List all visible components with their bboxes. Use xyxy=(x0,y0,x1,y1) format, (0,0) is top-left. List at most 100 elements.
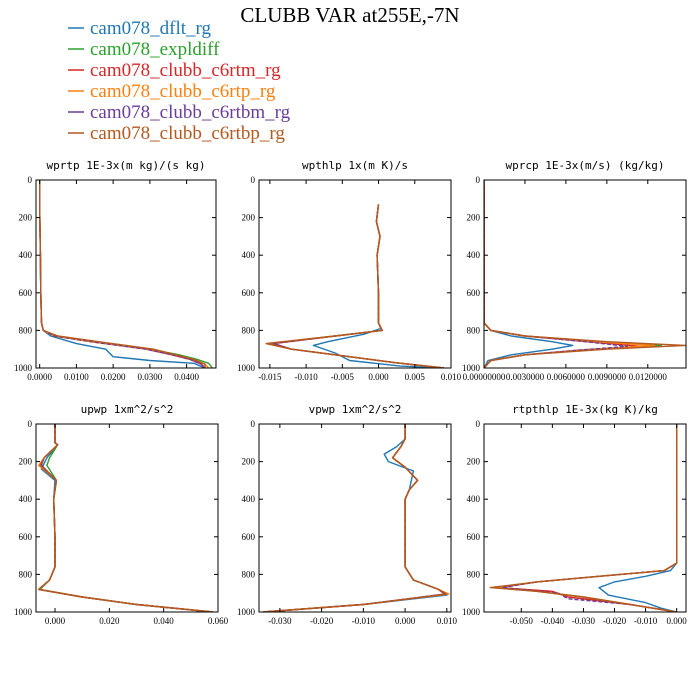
y-tick-label: 400 xyxy=(242,250,256,260)
x-tick-label: 0.0300 xyxy=(138,372,163,382)
series-line-cam078_expldiff xyxy=(263,424,448,612)
x-tick-label: -0.010 xyxy=(634,616,658,626)
x-tick-label: -0.020 xyxy=(310,616,334,626)
x-tick-label: 0.000 xyxy=(395,616,416,626)
y-tick-label: 600 xyxy=(242,288,256,298)
panel-3: wprcp 1E-3x(m/s) (kg/kg) 0 200 400 600 800 100… xyxy=(462,159,687,382)
y-tick-label: 200 xyxy=(467,213,481,223)
y-tick-label: 600 xyxy=(467,532,481,542)
panel-title: upwp 1xm^2/s^2 xyxy=(81,403,174,416)
x-tick-label: 0.0400 xyxy=(174,372,199,382)
y-tick-label: 1000 xyxy=(14,363,33,373)
series-line-cam078_clubb_c6rtbp_rg xyxy=(265,204,444,368)
x-tick-label: 0.0090000 xyxy=(588,372,627,382)
y-tick-label: 200 xyxy=(19,213,33,223)
y-tick-label: 0 xyxy=(28,419,33,429)
series-line-cam078_clubb_c6rtp_rg xyxy=(484,180,656,368)
y-tick-label: 600 xyxy=(242,532,256,542)
panels: wprtp 1E-3x(m kg)/(s kg) 0 200 400 600 800 100… xyxy=(14,159,687,626)
series-line-cam078_dflt_rg xyxy=(598,424,678,612)
series-line-cam078_expldiff xyxy=(39,424,213,612)
panel-title: wprcp 1E-3x(m/s) (kg/kg) xyxy=(506,159,665,172)
x-tick-label: 0.0120000 xyxy=(629,372,668,382)
x-tick-label: -0.005 xyxy=(331,372,355,382)
y-tick-label: 0 xyxy=(251,419,256,429)
x-tick-label: 0.00000000 xyxy=(463,372,506,382)
figure-title: CLUBB VAR at255E,-7N xyxy=(240,3,459,27)
series-line-cam078_clubb_c6rtbp_rg xyxy=(263,424,448,612)
x-tick-label: 0.020 xyxy=(99,616,120,626)
x-tick-label: 0.0000 xyxy=(27,372,52,382)
series-line-cam078_clubb_c6rtp_rg xyxy=(38,424,213,612)
x-tick-label: 0.0200 xyxy=(101,372,126,382)
x-tick-label: 0.005 xyxy=(405,372,426,382)
series-line-cam078_clubb_c6rtbm_rg xyxy=(484,180,628,368)
panel-title: rtpthlp 1E-3x(kg K)/kg xyxy=(512,403,658,416)
panel-title: vpwp 1xm^2/s^2 xyxy=(309,403,402,416)
x-tick-label: -0.050 xyxy=(510,616,534,626)
x-tick-label: -0.015 xyxy=(258,372,282,382)
y-tick-label: 0 xyxy=(476,175,481,185)
y-tick-label: 800 xyxy=(242,325,256,335)
series-line-cam078_clubb_c6rtm_rg xyxy=(38,424,213,612)
plot-frame xyxy=(258,179,452,369)
series-line-cam078_expldiff xyxy=(269,204,444,368)
plot-frame xyxy=(483,423,687,613)
y-tick-label: 800 xyxy=(467,569,481,579)
series-line-cam078_clubb_c6rtbm_rg xyxy=(501,424,678,612)
legend-entry-4: cam078_clubb_c6rtp_rg xyxy=(90,81,276,102)
legend-entry-5: cam078_clubb_c6rtbm_rg xyxy=(90,102,291,123)
series-line-cam078_clubb_c6rtbp_rg xyxy=(39,180,206,368)
x-tick-label: 0.0060000 xyxy=(547,372,586,382)
y-tick-label: 600 xyxy=(19,532,33,542)
series-line-cam078_clubb_c6rtbm_rg xyxy=(272,204,444,368)
plot-frame xyxy=(35,179,217,369)
y-tick-label: 600 xyxy=(467,288,481,298)
x-tick-label: 0.000 xyxy=(667,616,688,626)
x-tick-label: 0.010 xyxy=(437,616,458,626)
series-group xyxy=(265,204,444,368)
y-tick-label: 400 xyxy=(467,250,481,260)
series-line-cam078_clubb_c6rtbp_rg xyxy=(484,180,686,368)
y-tick-label: 200 xyxy=(467,457,481,467)
y-tick-label: 800 xyxy=(19,325,33,335)
panel-title: wprtp 1E-3x(m kg)/(s kg) xyxy=(47,159,206,172)
plot-frame xyxy=(483,179,687,369)
series-group xyxy=(38,424,213,612)
series-line-cam078_clubb_c6rtbp_rg xyxy=(38,424,213,612)
series-group xyxy=(489,424,678,612)
x-tick-label: -0.010 xyxy=(294,372,318,382)
y-tick-label: 800 xyxy=(19,569,33,579)
legend: cam078_dflt_rgcam078_expldiffcam078_club… xyxy=(68,18,291,144)
series-line-cam078_clubb_c6rtbm_rg xyxy=(38,424,213,612)
y-tick-label: 400 xyxy=(242,494,256,504)
series-line-cam078_dflt_rg xyxy=(263,424,448,612)
panel-1: wprtp 1E-3x(m kg)/(s kg) 0 200 400 600 800 100… xyxy=(14,159,217,382)
x-tick-label: 0.000 xyxy=(368,372,389,382)
series-line-cam078_clubb_c6rtbm_rg xyxy=(263,424,446,612)
legend-entry-3: cam078_clubb_c6rtm_rg xyxy=(90,60,281,81)
y-tick-label: 1000 xyxy=(237,363,256,373)
series-line-cam078_dflt_rg xyxy=(484,180,574,368)
series-line-cam078_dflt_rg xyxy=(39,180,206,368)
x-tick-label: 0.010 xyxy=(441,372,462,382)
y-tick-label: 800 xyxy=(467,325,481,335)
panel-2: wpthlp 1x(m K)/s 0 200 400 600 800 1000-0.015 -… xyxy=(237,159,462,382)
y-tick-label: 0 xyxy=(28,175,33,185)
x-tick-label: -0.030 xyxy=(572,616,596,626)
y-tick-label: 400 xyxy=(19,494,33,504)
legend-entry-2: cam078_expldiff xyxy=(90,39,220,60)
series-group xyxy=(263,424,450,612)
series-line-cam078_dflt_rg xyxy=(38,424,213,612)
series-line-cam078_clubb_c6rtm_rg xyxy=(263,424,446,612)
x-tick-label: 0.040 xyxy=(154,616,175,626)
series-line-cam078_clubb_c6rtm_rg xyxy=(272,204,444,368)
x-tick-label: 0.0100 xyxy=(64,372,89,382)
y-tick-label: 1000 xyxy=(237,607,256,617)
y-tick-label: 200 xyxy=(242,213,256,223)
series-line-cam078_clubb_c6rtp_rg xyxy=(265,204,444,368)
y-tick-label: 1000 xyxy=(462,363,481,373)
panel-6: rtpthlp 1E-3x(kg K)/kg 0 200 400 600 800 1000 -… xyxy=(462,403,687,626)
series-group xyxy=(39,180,213,368)
